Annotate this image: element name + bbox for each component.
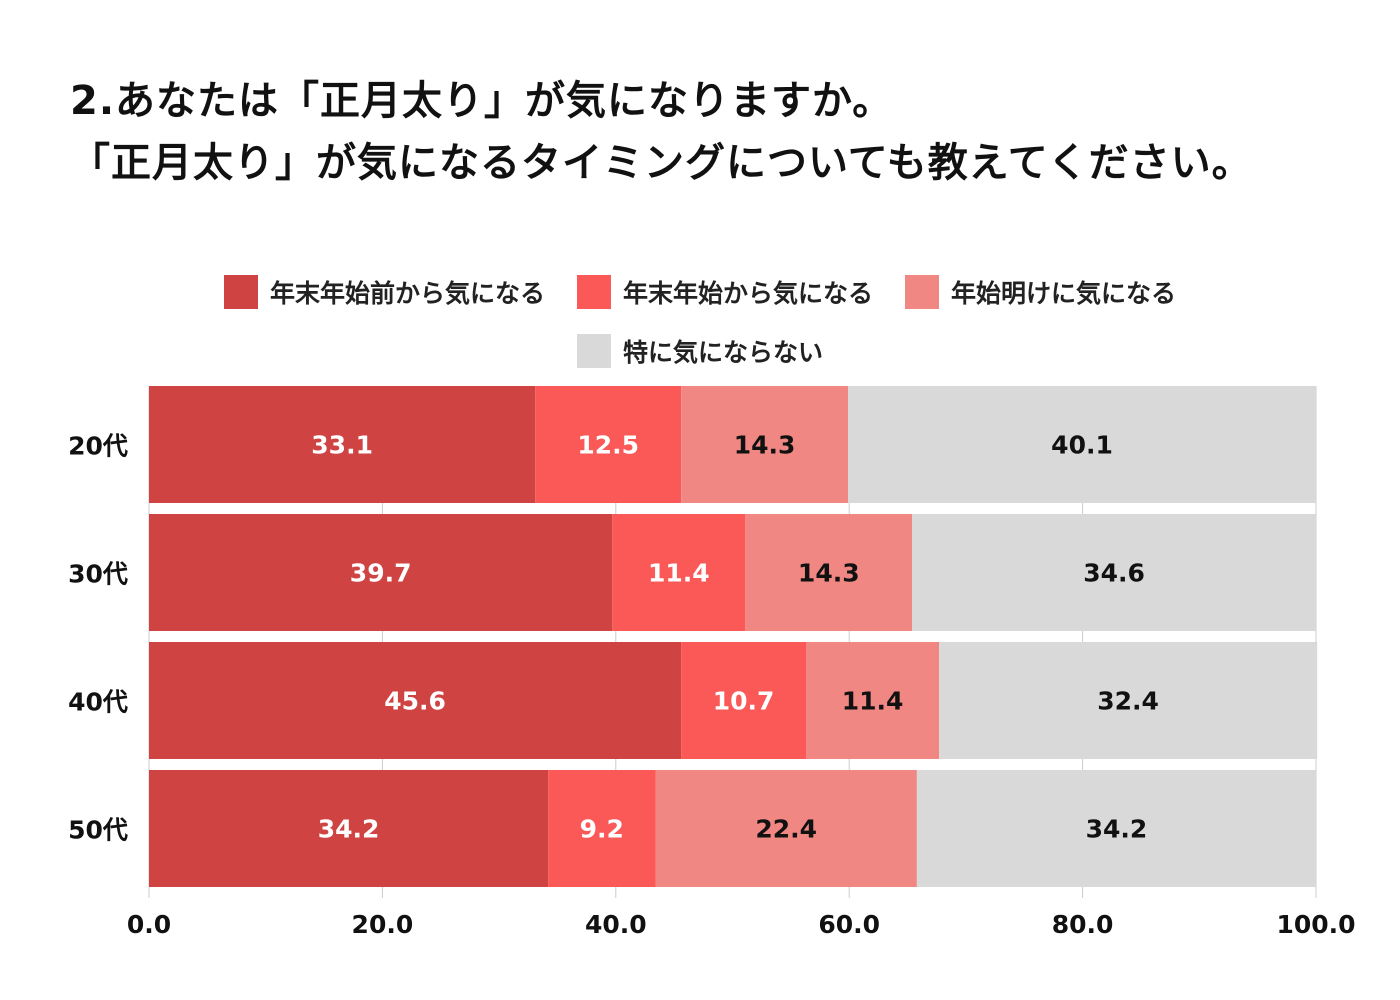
y-tick-label-4: 50代 [68,816,128,845]
data-label-3-series-4: 32.4 [1097,687,1159,716]
chart-title-line1: 2.あなたは「正月太り」が気になりますか。 [70,78,894,124]
bar-4-series-2 [548,770,656,887]
x-tick-label-2: 40.0 [585,910,647,939]
x-tick-label-4: 80.0 [1052,910,1114,939]
bar-4-series-4 [916,770,1316,887]
chart-title-line2: 「正月太り」が気になるタイミングについても教えてください。 [70,140,1253,186]
x-tick-label-3: 60.0 [818,910,880,939]
legend-row-1: 年末年始前から気になる 年末年始から気になる 年始明けに気になる [0,270,1400,314]
bar-2-series-4 [912,514,1316,631]
data-label-4-series-4: 34.2 [1086,815,1148,844]
data-label-1-series-1: 33.1 [311,431,373,460]
bar-3-series-2 [681,642,807,759]
legend-label-series-4: 特に気にならない [622,338,823,367]
bar-2-series-2 [612,514,746,631]
legend-label-series-2: 年末年始から気になる [622,279,873,308]
data-label-3-series-3: 11.4 [842,687,904,716]
data-label-1-series-2: 12.5 [577,431,639,460]
legend-row-2: 特に気にならない [0,329,1400,373]
bar-3-series-3 [806,642,940,759]
legend-swatch-series-2 [576,275,611,309]
x-tick-label-1: 20.0 [352,910,414,939]
bar-2-series-3 [745,514,913,631]
data-label-2-series-4: 34.6 [1083,559,1145,588]
data-label-1-series-3: 14.3 [734,431,796,460]
bar-3-series-4 [939,642,1318,759]
bar-2-series-1 [149,514,613,631]
legend-label-series-1: 年末年始前から気になる [269,279,545,308]
data-label-4-series-3: 22.4 [755,815,817,844]
data-label-2-series-3: 14.3 [798,559,860,588]
x-tick-label-5: 100.0 [1276,910,1355,939]
data-label-4-series-1: 34.2 [318,815,380,844]
y-tick-label-2: 30代 [68,560,128,589]
data-label-3-series-1: 45.6 [384,687,446,716]
legend-swatch-series-4 [576,334,611,368]
chart-title: 2.あなたは「正月太り」が気になりますか。 「正月太り」が気になるタイミングにつ… [0,70,1400,194]
legend-item-series-2: 年末年始から気になる [576,274,873,310]
legend-swatch-series-3 [905,275,939,309]
legend-swatch-series-1 [223,275,258,309]
data-label-3-series-2: 10.7 [713,687,775,716]
bar-1-series-4 [848,386,1316,503]
bar-3-series-1 [149,642,682,759]
legend-item-series-4: 特に気にならない [576,333,823,369]
legend-item-series-3: 年始明けに気になる [905,274,1176,310]
data-label-1-series-4: 40.1 [1051,431,1113,460]
legend-item-series-1: 年末年始前から気になる [223,274,545,310]
legend-label-series-3: 年始明けに気になる [951,279,1177,308]
data-label-4-series-2: 9.2 [580,815,624,844]
data-label-2-series-2: 11.4 [648,559,710,588]
bar-4-series-1 [149,770,549,887]
data-label-2-series-1: 39.7 [350,559,412,588]
bar-1-series-3 [681,386,849,503]
bar-1-series-2 [535,386,682,503]
bar-1-series-1 [149,386,536,503]
y-tick-label-1: 20代 [68,432,128,461]
bar-4-series-3 [655,770,917,887]
x-tick-label-0: 0.0 [127,910,171,939]
y-tick-label-3: 40代 [68,688,128,717]
chart-legend: 年末年始前から気になる 年末年始から気になる 年始明けに気になる 特に気にならな… [0,270,1400,388]
